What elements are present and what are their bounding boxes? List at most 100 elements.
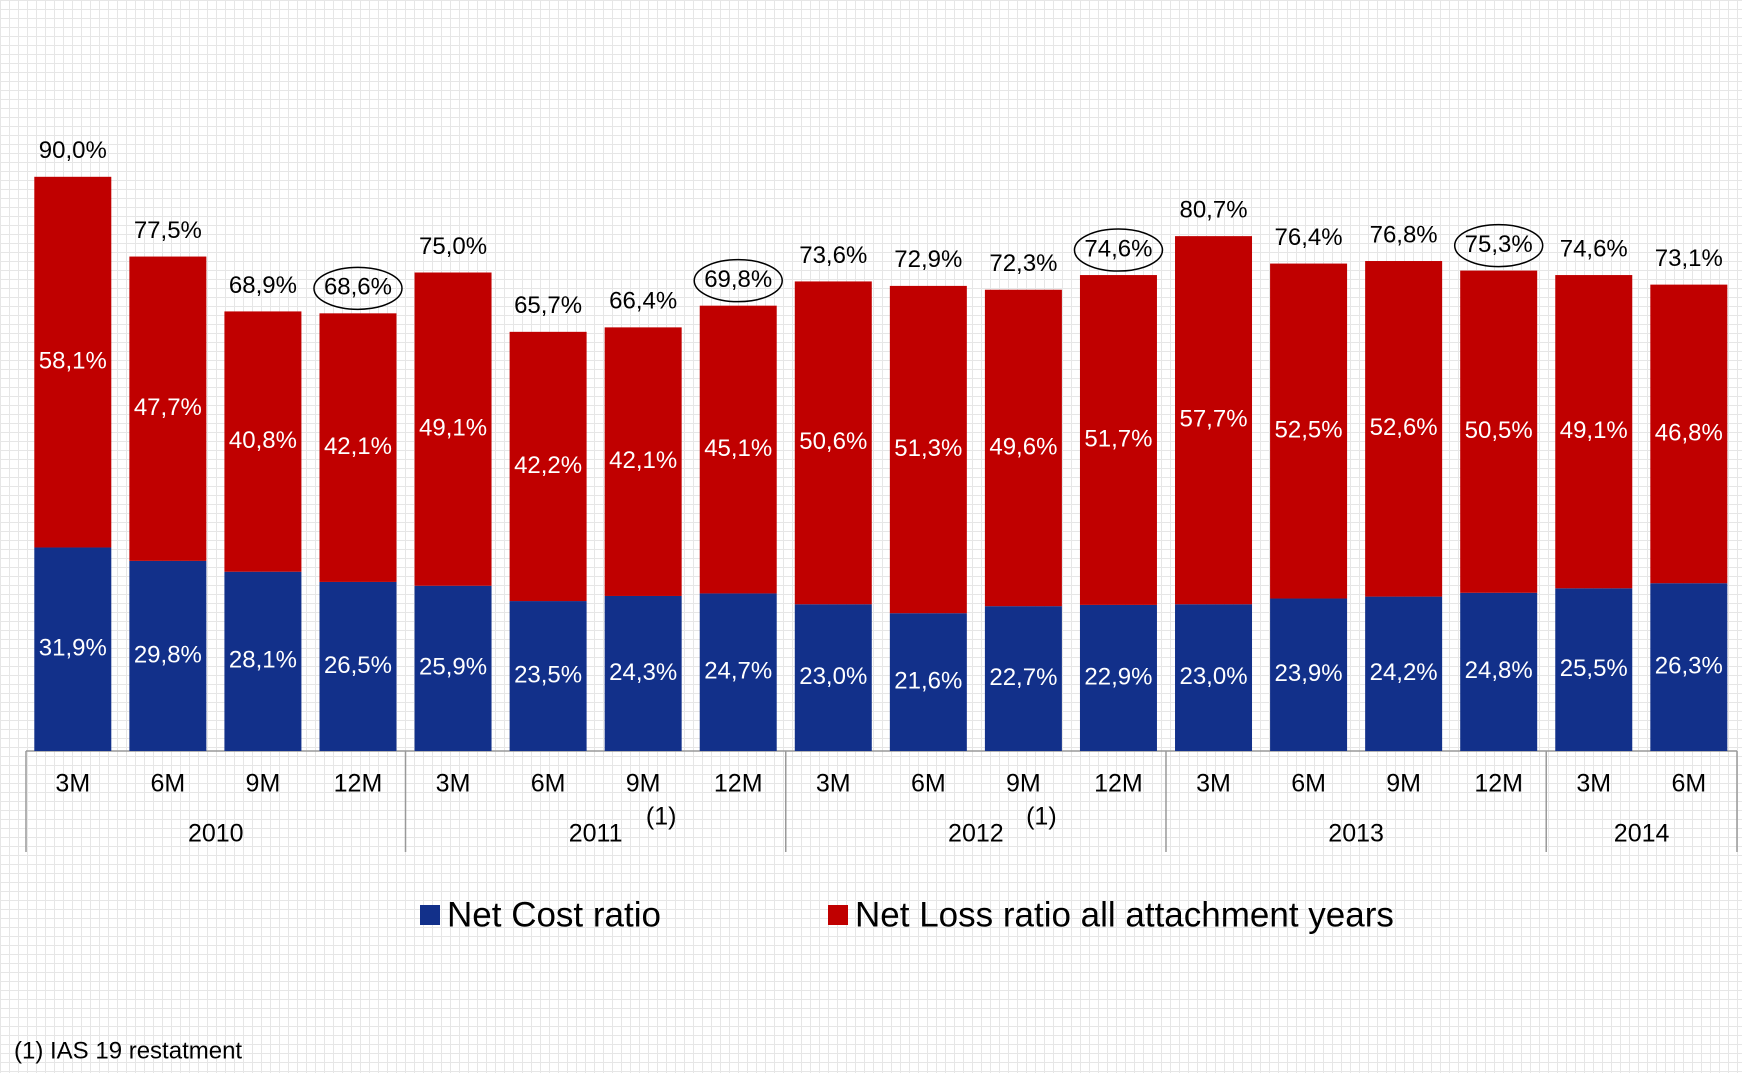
total-label: 75,3% (1465, 231, 1533, 258)
x-tick-label: 6M (150, 770, 185, 798)
value-label: 40,8% (229, 427, 297, 454)
legend-swatch (828, 905, 848, 925)
bar-segment (794, 604, 872, 751)
value-label: 31,9% (39, 635, 107, 662)
total-label: 73,6% (799, 242, 867, 269)
bar-segment (1175, 604, 1253, 751)
x-tick-label: 9M (1006, 770, 1041, 798)
bar-segment (224, 311, 302, 572)
total-label: 68,6% (324, 274, 392, 301)
x-tick-label: 6M (531, 770, 566, 798)
x-tick-label: 9M (246, 770, 281, 798)
bar-segment (984, 606, 1062, 751)
total-label: 80,7% (1179, 196, 1247, 223)
total-label: 74,6% (1084, 235, 1152, 262)
value-label: 24,8% (1465, 657, 1533, 684)
total-label: 73,1% (1655, 245, 1723, 272)
x-tick-label: 12M (1474, 770, 1523, 798)
x-tick-label: 3M (1576, 770, 1611, 798)
total-label: 75,0% (419, 233, 487, 260)
total-label: 76,8% (1370, 221, 1438, 248)
x-tick-label: 12M (1094, 770, 1143, 798)
value-label: 23,0% (799, 663, 867, 690)
value-label: 46,8% (1655, 419, 1723, 446)
value-label: 24,3% (609, 659, 677, 686)
value-label: 42,2% (514, 452, 582, 479)
bar-segment (1270, 598, 1348, 751)
total-label: 72,3% (989, 250, 1057, 277)
value-label: 57,7% (1179, 406, 1247, 433)
value-label: 21,6% (894, 667, 962, 694)
bar-segment (1365, 596, 1443, 751)
bar-segment (129, 256, 207, 561)
value-label: 22,9% (1084, 663, 1152, 690)
bar-segment (889, 285, 967, 614)
group-label: 2014 (1614, 820, 1670, 848)
value-label: 49,1% (1560, 417, 1628, 444)
bar-segment (1079, 275, 1157, 605)
value-label: 25,9% (419, 654, 487, 681)
legend-label: Net Cost ratio (447, 895, 661, 934)
x-tick-label: 6M (1291, 770, 1326, 798)
value-label: 52,6% (1370, 414, 1438, 441)
total-label: 69,8% (704, 266, 772, 293)
x-tick-label: 9M (626, 770, 661, 798)
value-label: 47,7% (134, 394, 202, 421)
value-label: 24,2% (1370, 659, 1438, 686)
value-label: 50,6% (799, 428, 867, 455)
highlight-circle (313, 266, 403, 311)
value-label: 24,7% (704, 658, 772, 685)
highlight-circle (693, 258, 783, 303)
value-label: 42,1% (609, 447, 677, 474)
bar-segment (1365, 261, 1443, 597)
value-label: 51,3% (894, 435, 962, 462)
bar-segment (1555, 275, 1633, 589)
legend-label: Net Loss ratio all attachment years (855, 895, 1394, 934)
x-tick-label: 3M (816, 770, 851, 798)
bar-segment (699, 305, 777, 594)
value-label: 22,7% (989, 664, 1057, 691)
x-tick-label: 6M (1671, 770, 1706, 798)
bar-segment (699, 593, 777, 751)
total-label: 66,4% (609, 288, 677, 315)
bar-segment (34, 176, 112, 548)
group-label: 2012 (948, 820, 1004, 848)
x-tick-label: 12M (714, 770, 763, 798)
x-tick-label: 3M (436, 770, 471, 798)
bar-segment (34, 547, 112, 751)
bar-segment (889, 613, 967, 751)
x-tick-label: 3M (1196, 770, 1231, 798)
highlight-circle (1453, 223, 1544, 268)
value-label: 26,3% (1655, 652, 1723, 679)
x-tick-label: 6M (911, 770, 946, 798)
bar-segment (984, 289, 1062, 607)
value-label: 42,1% (324, 433, 392, 460)
total-label: 76,4% (1275, 224, 1343, 251)
total-label: 68,9% (229, 272, 297, 299)
value-label: 26,5% (324, 652, 392, 679)
value-label: 23,0% (1179, 663, 1247, 690)
group-label: 2010 (188, 820, 244, 848)
bar-segment (1650, 583, 1728, 751)
value-label: 58,1% (39, 347, 107, 374)
bar-segment (1460, 592, 1538, 751)
bar-segment (794, 281, 872, 605)
value-label: 51,7% (1084, 425, 1152, 452)
value-label: 50,5% (1465, 417, 1533, 444)
x-tick-label: 9M (1386, 770, 1421, 798)
bar-segment (1175, 236, 1253, 605)
bar-segment (319, 313, 397, 582)
total-label: 65,7% (514, 292, 582, 319)
bar-segment (509, 601, 587, 751)
footnote: (1) IAS 19 restatment (14, 1037, 242, 1064)
bar-segment (1079, 604, 1157, 751)
value-label: 23,5% (514, 661, 582, 688)
value-label: 28,1% (229, 647, 297, 674)
bar-segment (414, 585, 492, 751)
total-label: 72,9% (894, 246, 962, 273)
bar-segment (319, 581, 397, 751)
value-label: 49,1% (419, 414, 487, 441)
bar-segment (1650, 284, 1728, 584)
category-note: (1) (1026, 803, 1057, 831)
